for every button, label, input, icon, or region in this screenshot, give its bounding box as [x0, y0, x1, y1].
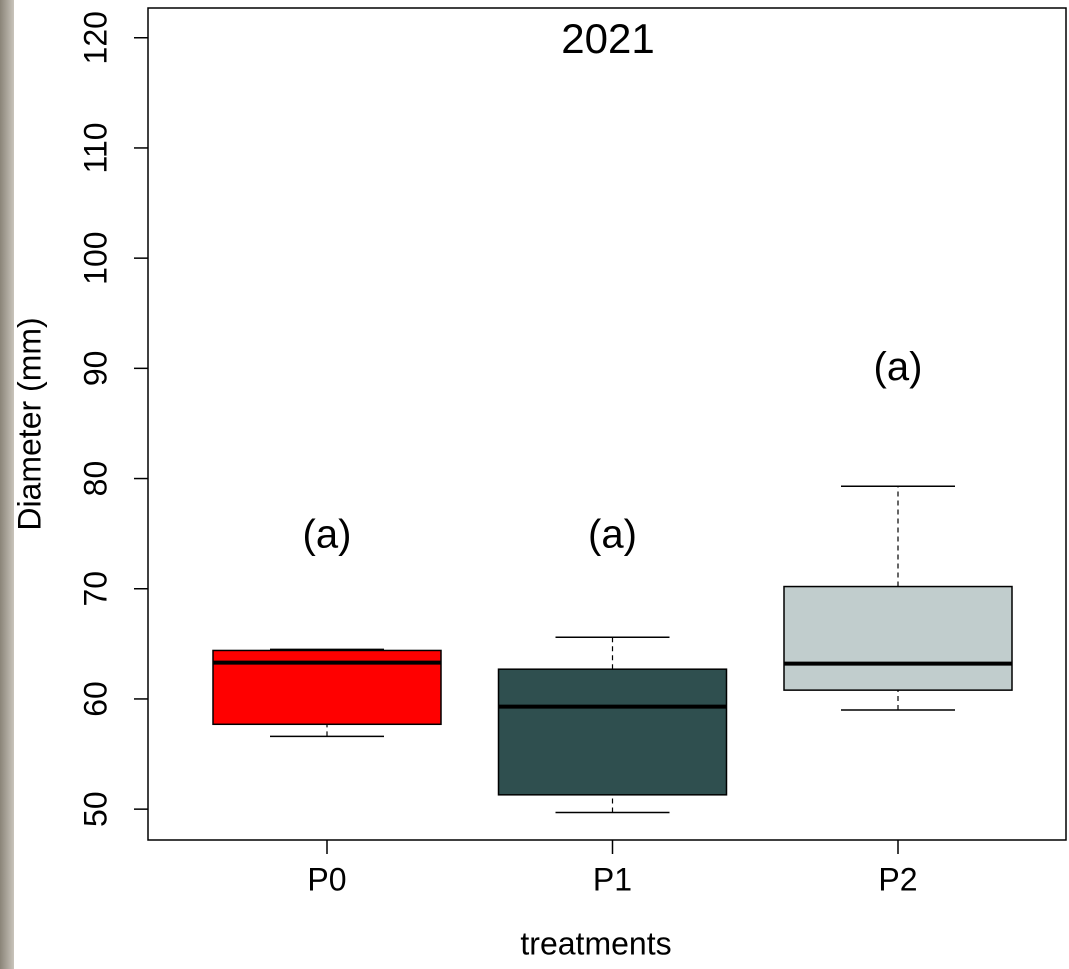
x-tick-label: P2: [878, 861, 917, 897]
x-tick-label: P0: [307, 861, 346, 897]
y-axis-label: Diameter (mm): [11, 317, 47, 530]
y-tick-label: 60: [77, 681, 113, 717]
chart: 2021 treatments Diameter (mm) 50 60 70 80 90…: [0, 0, 1069, 969]
y-tick-label: 120: [77, 11, 113, 64]
box: [784, 587, 1012, 691]
y-tick-label: 80: [77, 461, 113, 497]
y-tick-label: 100: [77, 231, 113, 284]
y-tick-label: 90: [77, 351, 113, 387]
y-tick-label: 70: [77, 571, 113, 607]
y-tick-label: 50: [77, 791, 113, 827]
annotation: (a): [303, 513, 352, 557]
annotation: (a): [874, 345, 923, 389]
y-tick-label: 110: [77, 122, 113, 173]
annotation: (a): [588, 513, 637, 557]
x-tick-label: P1: [593, 861, 632, 897]
page: {"chart_data": { "type": "box", "title":…: [0, 0, 1069, 969]
chart-title: 2021: [561, 15, 654, 62]
box: [499, 669, 727, 795]
x-axis-label: treatments: [520, 925, 671, 961]
